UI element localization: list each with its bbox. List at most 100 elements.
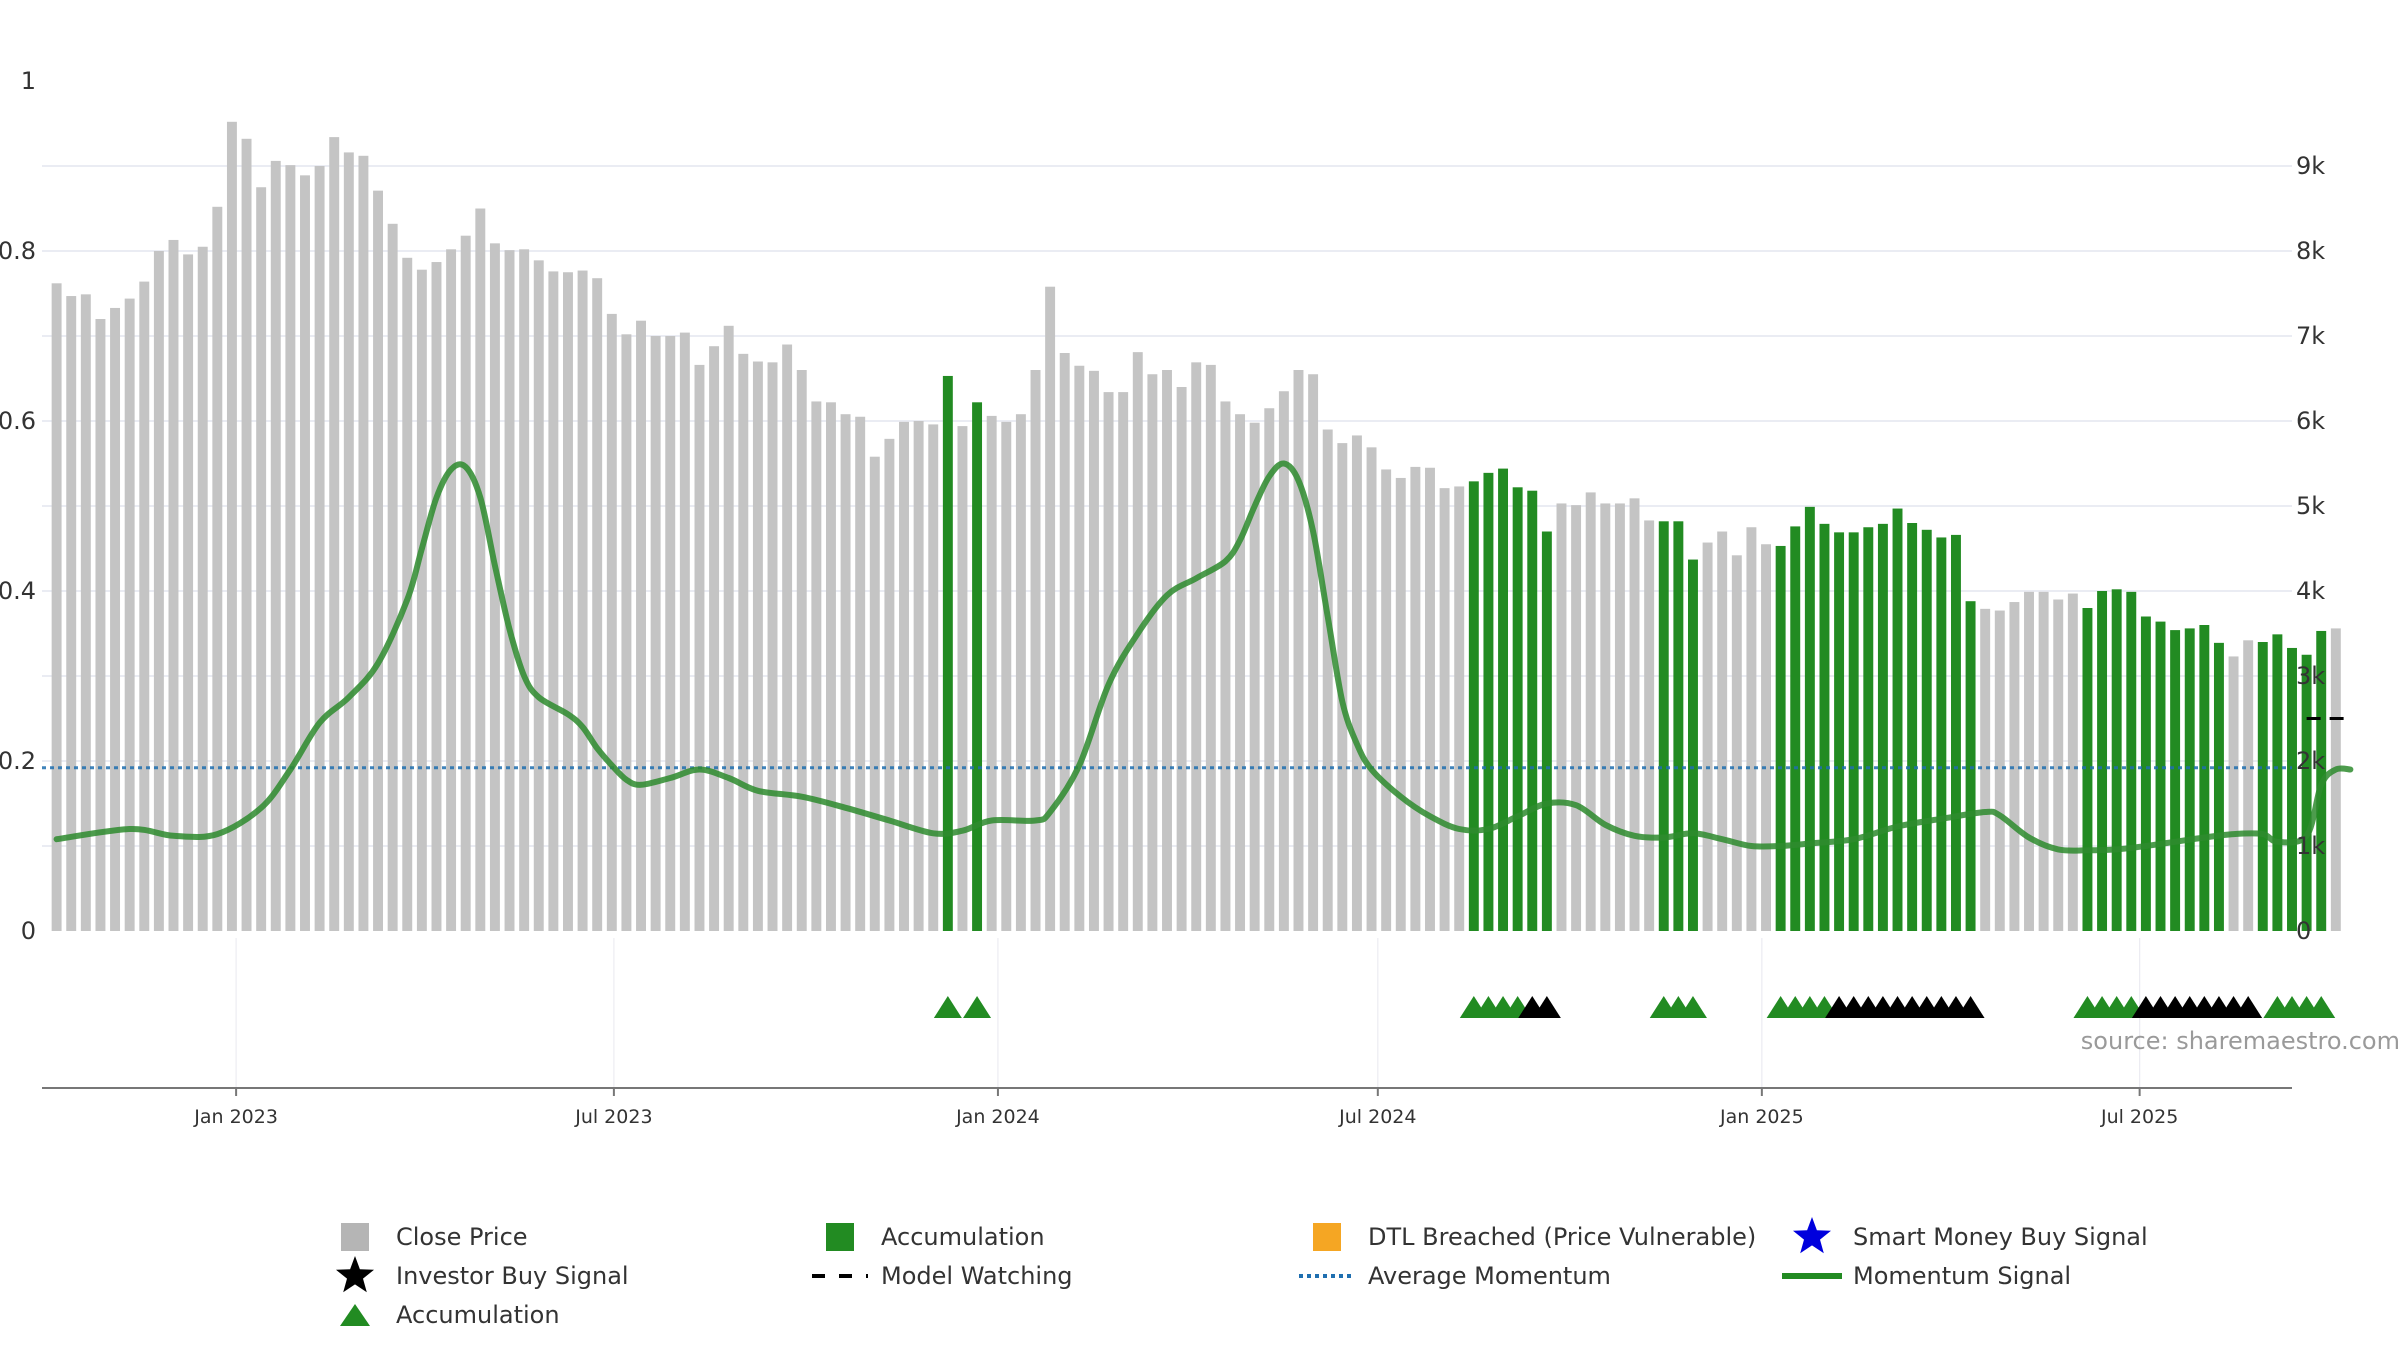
close-price-bar <box>1249 422 1260 931</box>
close-price-bar <box>212 206 223 932</box>
close-price-bar <box>694 364 705 931</box>
signal-markers <box>933 996 2336 1018</box>
right-axis-tick-label: 8k <box>2296 237 2325 265</box>
right-axis-tick-label: 3k <box>2296 662 2325 690</box>
close-price-bar <box>592 278 603 931</box>
left-axis-tick-label: 0.4 <box>0 577 36 605</box>
legend-star-icon <box>1793 1217 1831 1254</box>
close-price-bar <box>226 121 237 932</box>
legend-label: Investor Buy Signal <box>396 1262 629 1290</box>
close-price-bar <box>300 175 310 932</box>
close-price-bar <box>563 272 573 931</box>
accumulation-triangle <box>1678 996 1707 1018</box>
close-price-bar <box>2067 593 2078 931</box>
close-price-bar <box>1410 466 1421 931</box>
accumulation-bar <box>2126 591 2137 931</box>
close-price-bar <box>1278 391 1289 931</box>
accumulation-bar <box>1775 545 1786 931</box>
close-price-bar <box>1088 370 1099 932</box>
close-price-bar <box>110 307 121 931</box>
close-price-bar <box>2009 602 2020 931</box>
accumulation-bar <box>2082 608 2093 931</box>
accumulation-bar <box>1877 523 1888 931</box>
close-price-bar <box>387 223 398 932</box>
accumulation-bar <box>1863 527 1874 931</box>
close-price-bar <box>80 294 91 932</box>
close-price-bar <box>577 270 588 931</box>
accumulation-bar <box>942 375 953 931</box>
accumulation-bar <box>1483 472 1494 931</box>
right-axis-tick-label: 0 <box>2296 917 2311 945</box>
close-price-bar <box>957 426 968 931</box>
close-price-bar <box>1147 374 1158 931</box>
x-axis-tick-label: Jul 2024 <box>1338 1106 1416 1128</box>
close-price-bar <box>1191 362 1202 932</box>
close-price-bar <box>665 336 676 931</box>
left-axis-tick-label: 1 <box>21 67 36 95</box>
accumulation-bar <box>1921 529 1932 931</box>
accumulation-bar <box>2272 634 2283 931</box>
close-price-bar <box>650 336 661 931</box>
close-price-bar <box>1176 387 1187 931</box>
legend-square-icon <box>826 1223 854 1251</box>
close-price-bar <box>1322 429 1333 931</box>
close-price-bar <box>1235 414 1246 931</box>
close-price-bar <box>1746 527 1757 931</box>
close-price-bar <box>636 320 646 931</box>
close-price-bar <box>504 250 515 931</box>
legend-label: Model Watching <box>881 1262 1073 1290</box>
close-price-bar <box>1045 286 1056 931</box>
close-price-bar <box>1425 467 1435 931</box>
close-price-bar <box>1614 503 1625 931</box>
momentum-signal-line <box>53 460 2354 854</box>
accumulation-bar <box>1512 487 1523 931</box>
left-axis-tick-label: 0 <box>21 917 36 945</box>
close-price-bar <box>66 296 77 931</box>
close-price-bar <box>606 313 617 931</box>
close-price-bar <box>723 325 734 931</box>
close-price-bar <box>139 281 150 932</box>
close-price-bar <box>1059 353 1070 931</box>
right-axis-tick-label: 9k <box>2296 152 2325 180</box>
close-price-bar <box>913 421 924 931</box>
close-price-bar <box>256 187 267 931</box>
accumulation-bar <box>2199 625 2210 931</box>
close-price-bar <box>1015 414 1026 931</box>
close-price-bar <box>1761 544 1771 931</box>
accumulation-bar <box>1658 521 1669 931</box>
legend-label: DTL Breached (Price Vulnerable) <box>1368 1223 1756 1251</box>
close-price-bar <box>1600 503 1611 931</box>
close-price-bar <box>621 334 632 931</box>
close-price-bar <box>51 283 62 931</box>
accumulation-bar <box>1936 537 1947 931</box>
close-price-bar <box>738 353 749 932</box>
close-price-bar <box>95 319 106 931</box>
close-price-bar <box>855 416 866 931</box>
close-price-bar <box>329 137 340 932</box>
close-price-bar <box>1717 531 1728 931</box>
close-price-bar <box>1731 555 1742 931</box>
accumulation-bar <box>2170 630 2181 931</box>
accumulation-bar <box>1907 523 1918 931</box>
legend-label: Average Momentum <box>1368 1262 1611 1290</box>
accumulation-bar <box>2184 628 2195 931</box>
legend-triangle-icon <box>340 1304 370 1326</box>
legend-label: Accumulation <box>881 1223 1045 1251</box>
close-price-bar <box>533 260 544 932</box>
close-price-bar <box>1454 486 1465 931</box>
close-price-bar <box>2228 656 2239 931</box>
x-axis-tick-label: Jul 2023 <box>574 1106 652 1128</box>
close-price-bar <box>548 271 559 931</box>
accumulation-bar <box>1892 508 1903 931</box>
close-price-bar <box>1366 447 1377 931</box>
accumulation-bar <box>1848 532 1859 931</box>
close-price-bar <box>752 361 763 931</box>
accumulation-bar <box>1804 506 1815 931</box>
close-price-bar <box>1702 542 1713 931</box>
close-price-bar <box>475 208 486 931</box>
accumulation-bar <box>972 402 983 931</box>
axes: 0 0.2 0.4 0.6 0.8 1 0 1k 2k 3k 4k 5k 6k 7k 8k 9k Jan 202… <box>0 67 2325 1128</box>
close-price-bar <box>825 402 836 931</box>
close-price-bar <box>2038 591 2049 931</box>
